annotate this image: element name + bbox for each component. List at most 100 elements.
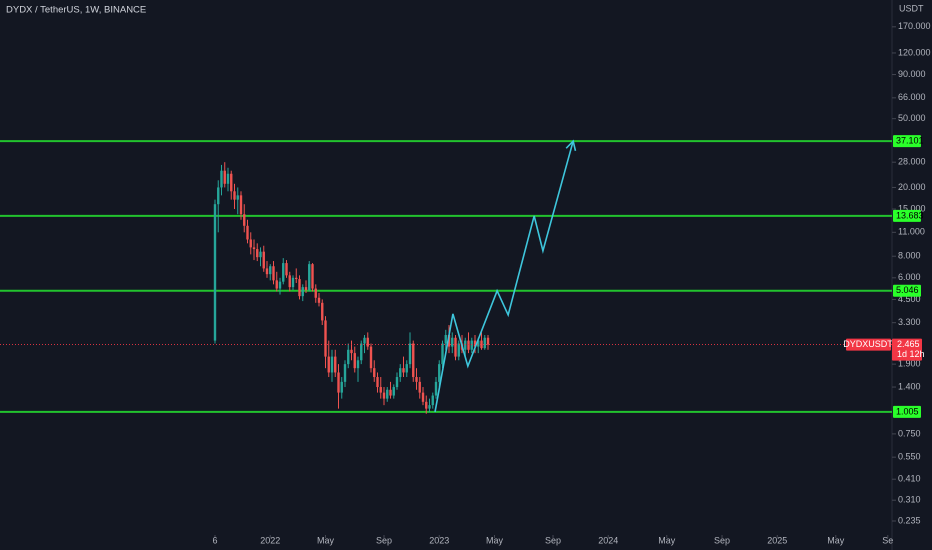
candle-body [457,343,460,357]
candle-body [483,337,486,349]
candle-body [321,302,324,321]
y-tick-label: 4.500 [898,294,921,304]
y-tick-label: 66.000 [898,92,926,102]
candle-body [272,266,275,281]
symbol-label: DYDXUSDT [843,339,893,349]
chart-title: DYDX / TetherUS, 1W, BINANCE [6,5,146,16]
candle-body [220,170,223,188]
candle-body [425,401,428,409]
candle-body [402,368,405,373]
candle-body [288,275,291,288]
level-tag [893,135,921,148]
y-tick-label: 6.000 [898,272,921,282]
price-label: 2.465 [897,339,920,349]
candle-body [304,287,308,291]
x-tick-label: 2022 [260,535,280,545]
y-tick-label: 1.900 [898,358,921,368]
candle-body [269,266,272,275]
candle-body [360,343,363,361]
candle-body [327,356,330,373]
candle-body [314,288,317,298]
candle-body [239,195,243,215]
candle-body [256,249,259,258]
y-tick-label: 50.000 [898,113,926,123]
y-tick-label: 0.550 [898,452,921,462]
candle-body [278,281,282,289]
candle-body [223,170,226,184]
x-tick-label: 2023 [429,535,449,545]
candle-body [301,287,304,297]
candle-body [447,335,451,347]
y-tick-label: 28.000 [898,157,926,167]
candle-body [399,368,402,378]
candle-body [243,214,246,226]
candle-body [262,251,265,269]
candle-body [324,320,327,357]
candle-body [356,360,360,369]
candle-body [444,335,447,344]
candle-body [441,343,444,365]
candle-body [428,405,431,409]
y-tick-label: 15.000 [898,203,926,213]
x-tick-label: Sep [545,535,561,545]
level-tag [893,209,921,222]
candle-body [363,337,366,344]
candle-body [434,381,438,396]
candle-body [366,337,369,347]
candle-body [330,356,334,373]
x-tick-label: 2024 [598,535,618,545]
candle-body [415,377,418,382]
candle-body [473,340,477,347]
candle-body [470,340,473,350]
candle-body [438,364,441,382]
candle-body [454,337,457,357]
candle-body [298,279,301,297]
candle-body [376,377,379,388]
candle-body [480,340,483,349]
candle-body [249,239,252,248]
candle-body [246,225,249,240]
candle-body [464,340,467,350]
x-tick-label: Sep [376,535,392,545]
candle-body [418,381,421,393]
currency-label: USDT [899,3,924,13]
candle-body [230,173,233,192]
candle-body [343,364,347,382]
y-tick-label: 3.300 [898,317,921,327]
candle-body [486,337,490,345]
candle-body [265,268,269,275]
y-tick-label: 11.000 [898,227,925,237]
y-tick-label: 170.000 [898,21,931,31]
candle-body [350,349,353,354]
candle-body [217,187,220,205]
level-label: 1.005 [896,406,919,416]
candle-body [392,387,395,396]
candle-body [236,195,239,200]
projection-arrowhead [565,139,577,151]
symbol-tag [846,338,891,351]
candle-body [347,349,350,365]
candle-body [282,263,285,282]
y-tick-label: 20.000 [898,182,926,192]
level-tag [893,284,921,297]
level-label: 37.101 [896,135,924,145]
y-tick-label: 1.400 [898,381,921,391]
candle-body [213,204,217,341]
candle-body [373,368,376,378]
candle-body [259,251,262,258]
x-tick-label: 2025 [767,535,787,545]
level-tag [893,405,921,418]
candle-body [421,392,425,402]
candle-body [408,343,412,365]
x-tick-label: 6 [212,535,217,545]
candle-body [431,395,434,406]
y-tick-label: 0.410 [898,474,921,484]
candle-body [317,297,321,303]
candle-body [467,340,470,350]
candle-body [311,264,314,289]
x-tick-label: May [486,535,504,545]
candle-body [285,263,288,276]
level-label: 5.046 [896,285,919,295]
